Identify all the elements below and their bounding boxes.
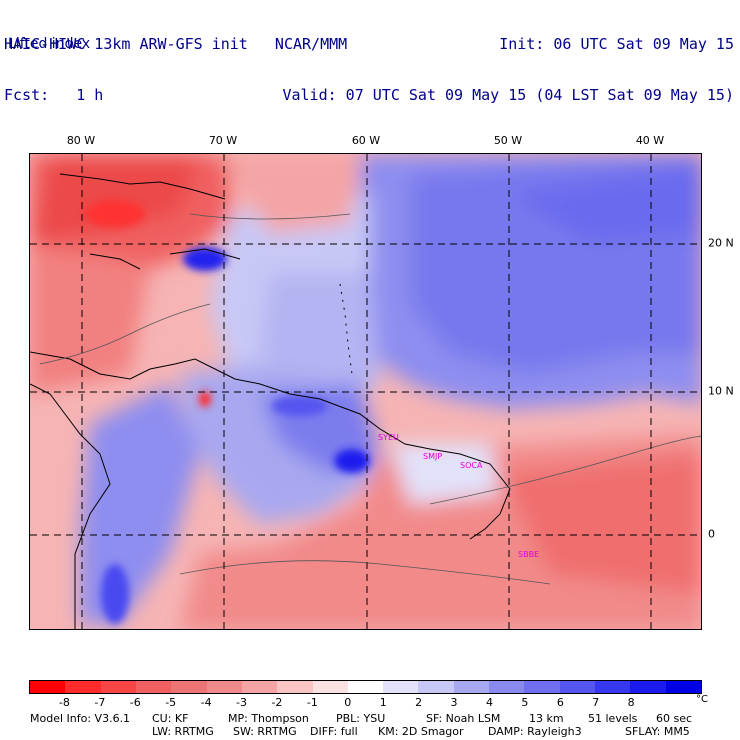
diff-scheme: DIFF: full xyxy=(310,725,358,738)
colorbar-swatch xyxy=(30,681,66,693)
contours xyxy=(39,213,701,585)
colorbar-unit: °C xyxy=(696,694,708,705)
lifted-index-map xyxy=(30,154,701,629)
fcst-line: Fcst: 1 h xyxy=(4,86,104,104)
graticule xyxy=(30,154,701,629)
colorbar-tick-label: -2 xyxy=(271,696,283,709)
colorbar-swatch xyxy=(135,681,172,693)
lon-label: 40 W xyxy=(635,134,665,147)
coastline-pacific xyxy=(30,383,111,629)
colorbar-tick-label: 7 xyxy=(592,696,600,709)
colorbar-tick-label: -6 xyxy=(129,696,141,709)
lon-label: 60 W xyxy=(351,134,381,147)
lon-label: 70 W xyxy=(208,134,238,147)
colorbar-tick-label: -7 xyxy=(94,696,106,709)
local-features xyxy=(85,200,370,624)
damp-scheme: DAMP: Rayleigh3 xyxy=(488,725,582,738)
colorbar-swatch xyxy=(100,681,136,693)
lat-label: 10 N xyxy=(708,384,734,398)
lat-label: 20 N xyxy=(708,236,734,250)
colorbar-swatch xyxy=(489,681,525,693)
colorbar-swatch xyxy=(171,681,207,693)
station-label: SBBE xyxy=(518,550,540,559)
map-panel: SYEU SMJP SOCA SBBE xyxy=(29,153,702,630)
colorbar-swatch xyxy=(595,681,631,693)
header-right: Init: 06 UTC Sat 09 May 15 Valid: 07 UTC… xyxy=(282,2,734,121)
station-label: SOCA xyxy=(460,461,483,470)
colorbar-tick-label: -5 xyxy=(165,696,177,709)
coastline-jamaica xyxy=(89,253,141,270)
colorbar-swatch xyxy=(559,681,595,693)
sf-scheme: SF: Noah LSM xyxy=(426,712,501,725)
colorbar-tick-label: 1 xyxy=(379,696,387,709)
sflay-scheme: SFLAY: MM5 xyxy=(625,725,690,738)
colorbar-tick-label: -4 xyxy=(200,696,212,709)
valid-line: Valid: 07 UTC Sat 09 May 15 (04 LST Sat … xyxy=(282,86,734,104)
coastlines xyxy=(30,173,511,629)
colorbar-tick-label: -8 xyxy=(58,696,70,709)
colorbar-swatch xyxy=(312,681,348,693)
colorbar-swatch xyxy=(277,681,313,693)
coastline-cuba xyxy=(59,173,226,200)
colorbar-tick-label: 6 xyxy=(556,696,564,709)
colorbar-tick-label: 2 xyxy=(415,696,423,709)
field-name: Lifted index xyxy=(8,36,91,52)
colorbar-swatch xyxy=(453,681,490,693)
lon-label: 50 W xyxy=(493,134,523,147)
field-shading xyxy=(30,154,701,629)
colorbar xyxy=(29,680,702,694)
station-label: SYEU xyxy=(378,433,399,442)
colorbar-swatch xyxy=(630,681,666,693)
sw-scheme: SW: RRTMG xyxy=(233,725,297,738)
colorbar-tick-label: 0 xyxy=(344,696,352,709)
colorbar-swatch xyxy=(241,681,278,693)
km-scheme: KM: 2D Smagor xyxy=(378,725,464,738)
colorbar-swatch xyxy=(524,681,560,693)
model-info: Model Info: V3.6.1 xyxy=(30,712,131,725)
colorbar-tick-label: 5 xyxy=(521,696,529,709)
cu-scheme: CU: KF xyxy=(152,712,189,725)
vertical-levels: 51 levels xyxy=(588,712,638,725)
colorbar-swatch xyxy=(383,681,419,693)
colorbar-swatch xyxy=(206,681,242,693)
pbl-scheme: PBL: YSU xyxy=(336,712,386,725)
coastline-north-south-america xyxy=(30,351,511,540)
init-line: Init: 06 UTC Sat 09 May 15 xyxy=(499,35,734,53)
colorbar-swatch xyxy=(665,681,701,693)
header-left: HAIC-HIWC 13km ARW-GFS init NCAR/MMM Fcs… xyxy=(4,2,347,121)
colorbar-tick-label: -3 xyxy=(236,696,247,709)
colorbar-swatch xyxy=(347,681,384,693)
model-line: HAIC-HIWC 13km ARW-GFS init NCAR/MMM xyxy=(4,35,348,53)
lw-scheme: LW: RRTMG xyxy=(152,725,214,738)
colorbar-tick-label: 8 xyxy=(627,696,635,709)
colorbar-tick-label: 4 xyxy=(485,696,493,709)
grid-resolution: 13 km xyxy=(529,712,564,725)
colorbar-tick-label: -1 xyxy=(306,696,318,709)
coastline-hispaniola xyxy=(169,248,241,260)
timestep: 60 sec xyxy=(656,712,693,725)
lon-label: 80 W xyxy=(66,134,96,147)
mp-scheme: MP: Thompson xyxy=(228,712,309,725)
lat-label: 0 xyxy=(708,527,715,541)
station-label: SMJP xyxy=(423,452,443,461)
colorbar-swatch xyxy=(418,681,454,693)
colorbar-swatch xyxy=(65,681,101,693)
colorbar-tick-label: 3 xyxy=(450,696,458,709)
